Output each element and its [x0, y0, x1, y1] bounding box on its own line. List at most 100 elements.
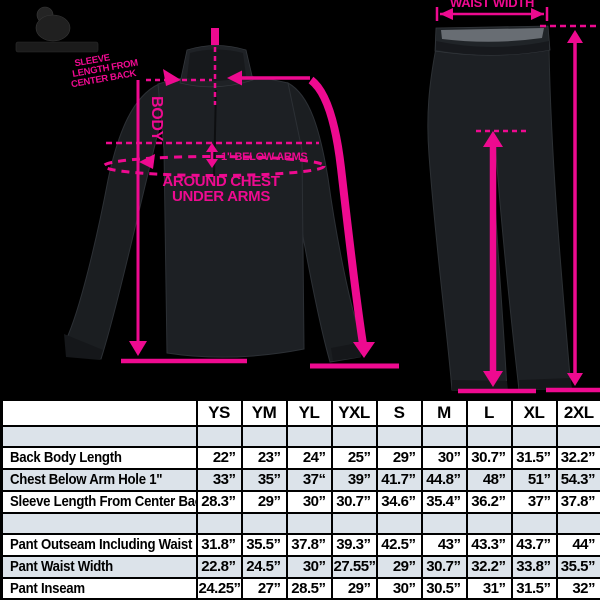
size-value-cell [555, 511, 600, 535]
waist-width-label: WAIST WIDTH [450, 0, 534, 10]
row-label: Pant Waist Width [0, 554, 198, 579]
sleeve-note-pointer-icon [163, 69, 181, 86]
column-header-yl: YL [285, 398, 333, 427]
size-value-cell [285, 511, 333, 535]
collar-top-marker [211, 28, 219, 45]
size-value-cell [330, 424, 378, 448]
size-value-cell: 25” [330, 445, 378, 470]
row-label-text: Pant Inseam [10, 579, 85, 597]
table-row: Chest Below Arm Hole 1" 33” 35” 37“ 39” 41.7”… [0, 467, 600, 492]
row-label-text: Chest Below Arm Hole 1" [10, 471, 163, 488]
size-table: YS YM YL YXL S M L XL 2XL Back Body Leng… [0, 398, 600, 600]
jacket-annotations: SLEEVE LENGTH FROM CENTER BACK BODY [70, 28, 399, 369]
size-value-cell: 43” [420, 532, 468, 557]
size-value-cell: 35.5” [555, 554, 600, 579]
size-value-cell: 28.3” [195, 489, 243, 514]
size-value-cell: 29” [330, 576, 378, 600]
size-value-cell: 30” [420, 445, 468, 470]
size-value-cell: 34.6” [375, 489, 423, 514]
inseam-up-arrow-icon [483, 131, 503, 147]
size-value-cell: 31.5” [510, 445, 558, 470]
pants-body [427, 47, 572, 392]
size-value-cell: 43.3” [465, 532, 513, 557]
outseam-down-arrow-icon [567, 373, 583, 386]
row-label: Back Body Length [0, 445, 198, 470]
row-label-text: Sleeve Length From Center Back [10, 493, 197, 510]
column-header-yxl: YXL [330, 398, 378, 427]
size-value-cell: 22” [195, 445, 243, 470]
chest-label-line2: UNDER ARMS [172, 188, 270, 205]
jacket-torso [157, 74, 305, 358]
size-value-cell: 35” [240, 467, 288, 492]
size-value-cell [420, 424, 468, 448]
pants-waistband-inner [441, 28, 544, 42]
size-value-cell [285, 424, 333, 448]
size-value-cell [330, 511, 378, 535]
size-value-cell: 24.25” [195, 576, 243, 600]
chest-label-line1: AROUND CHEST [162, 173, 279, 190]
size-value-cell: 43.7” [510, 532, 558, 557]
column-header-m: M [420, 398, 468, 427]
size-value-cell: 29” [375, 445, 423, 470]
size-value-cell: 29” [375, 554, 423, 579]
sleeve-end-arrow-icon [353, 342, 375, 358]
size-value-cell: 37.8” [285, 532, 333, 557]
chest-girth-arrow-icon [139, 154, 155, 169]
size-value-cell: 23” [240, 445, 288, 470]
size-value-cell: 39” [330, 467, 378, 492]
spacer-row [0, 424, 600, 448]
size-value-cell: 35.4” [420, 489, 468, 514]
size-value-cell: 31.5” [510, 576, 558, 600]
size-value-cell: 33” [195, 467, 243, 492]
column-header-2xl: 2XL [555, 398, 600, 427]
size-value-cell [195, 511, 243, 535]
pants-silhouette [427, 25, 572, 392]
size-value-cell: 54.3” [555, 467, 600, 492]
size-value-cell: 24” [285, 445, 333, 470]
size-value-cell [420, 511, 468, 535]
row-label-text: Back Body Length [10, 449, 122, 466]
size-value-cell: 37“ [285, 467, 333, 492]
diagram-svg: SLEEVE LENGTH FROM CENTER BACK BODY [15, 0, 600, 394]
size-value-cell: 24.5” [240, 554, 288, 579]
size-value-cell: 37.8” [555, 489, 600, 514]
sleeve-start-arrow-icon [227, 70, 242, 86]
size-value-cell: 33.8” [510, 554, 558, 579]
table-row: Pant Waist Width 22.8” 24.5” 30” 27.55” 29” 30… [0, 554, 600, 579]
size-value-cell: 22.8” [195, 554, 243, 579]
header-row: YS YM YL YXL S M L XL 2XL [0, 398, 600, 427]
size-value-cell: 30” [285, 554, 333, 579]
row-label: Chest Below Arm Hole 1" [0, 467, 198, 492]
size-value-cell: 27” [240, 576, 288, 600]
size-value-cell [510, 511, 558, 535]
size-value-cell: 27.55” [330, 554, 378, 579]
row-label: Pant Inseam [0, 576, 198, 600]
size-value-cell [375, 424, 423, 448]
size-value-cell: 48” [465, 467, 513, 492]
pants-annotations: WAIST WIDTH [435, 0, 600, 394]
column-header-xl: XL [510, 398, 558, 427]
pants-right-hem [519, 378, 571, 390]
chest-girth-ellipse [102, 155, 326, 177]
size-value-cell [240, 511, 288, 535]
size-value-cell: 44.8” [420, 467, 468, 492]
jacket-right-cuff [331, 342, 363, 361]
size-value-cell [555, 424, 600, 448]
size-table-section: YS YM YL YXL S M L XL 2XL Back Body Leng… [0, 398, 600, 600]
measurement-diagram: SLEEVE LENGTH FROM CENTER BACK BODY [15, 0, 600, 394]
size-value-cell: 39.3” [330, 532, 378, 557]
jacket-left-sleeve [65, 83, 160, 360]
row-label: Sleeve Length From Center Back [0, 489, 198, 514]
spacer-row [0, 511, 600, 535]
size-value-cell: 36.2” [465, 489, 513, 514]
row-label [0, 424, 198, 448]
row-label-text: Pant Outseam Including Waist [10, 536, 193, 553]
size-value-cell [465, 511, 513, 535]
table-row: Sleeve Length From Center Back 28.3” 29” 30… [0, 489, 600, 514]
body-length-arrow-icon [129, 341, 147, 356]
size-value-cell: 30.7” [465, 445, 513, 470]
sleeve-length-line [308, 76, 367, 345]
column-header-s: S [375, 398, 423, 427]
row-label: Pant Outseam Including Waist [0, 532, 198, 557]
jacket-left-cuff [64, 334, 103, 360]
